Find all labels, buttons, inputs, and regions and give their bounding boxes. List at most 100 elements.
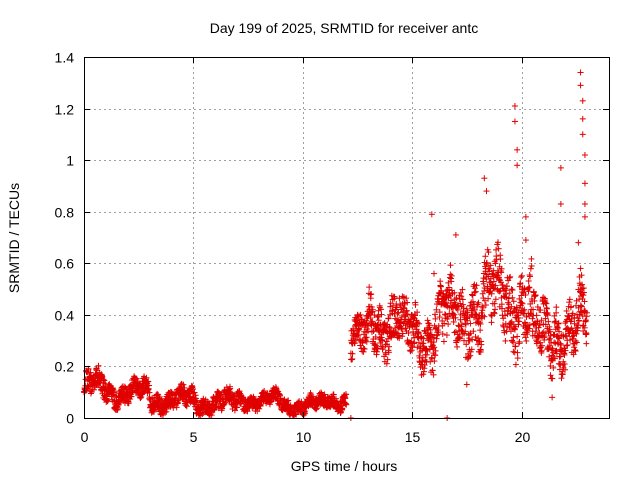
data-point [460,301,467,308]
data-point [542,321,549,328]
data-point [479,290,486,297]
data-point [411,339,418,346]
data-point [457,335,464,342]
data-point [458,293,465,300]
data-point [566,296,573,303]
data-point [543,310,550,317]
data-point [515,321,522,328]
data-point [431,344,438,351]
data-point [455,322,462,329]
data-point [482,253,489,260]
data-point [523,338,530,345]
chart-title: Day 199 of 2025, SRMTID for receiver ant… [210,20,478,36]
data-point [115,401,122,408]
data-point [163,405,170,412]
data-point [475,335,482,342]
data-point [393,329,400,336]
data-point [571,314,578,321]
data-point [163,408,170,415]
x-tick-label: 10 [296,429,312,445]
data-point [510,348,517,355]
data-point [531,293,538,300]
data-point [534,318,541,325]
y-tick-label: 0.4 [55,308,75,324]
data-point [472,333,479,340]
data-point [111,389,118,396]
data-point [481,175,488,182]
data-point [488,290,495,297]
data-point [458,321,465,328]
data-point [386,343,393,350]
data-point [457,300,464,307]
data-point [503,287,510,294]
data-point [374,345,381,352]
data-point [566,312,573,319]
data-point [547,328,554,335]
plot-frame [84,57,610,419]
data-point [491,285,498,292]
data-point [441,320,448,327]
data-point [414,319,421,326]
data-point [532,292,539,299]
data-point [393,304,400,311]
data-point [404,311,411,318]
data-point [514,349,521,356]
data-point [363,338,370,345]
data-point [383,360,390,367]
data-point [421,362,428,369]
data-point [379,336,386,343]
data-point [463,341,470,348]
data-point [559,371,566,378]
data-point [498,265,505,272]
data-point [460,305,467,312]
data-point [512,361,519,368]
data-point [414,344,421,351]
data-point [469,336,476,343]
data-point [487,262,494,269]
data-point [128,393,135,400]
data-point [343,401,350,408]
data-point [433,306,440,313]
data-point [541,333,548,340]
data-point [390,302,397,309]
data-point [508,318,515,325]
data-point [407,348,414,355]
y-tick-label: 0.8 [55,205,75,221]
data-point [487,288,494,295]
data-point [398,326,405,333]
data-point [575,317,582,324]
data-point [473,311,480,318]
data-point [506,274,513,281]
data-point [414,309,421,316]
data-point [463,305,470,312]
data-point [355,331,362,338]
data-point [557,200,564,207]
y-tick-label: 0.2 [55,359,75,375]
data-point [492,260,499,267]
data-point [514,312,521,319]
data-point [492,306,499,313]
data-point [459,296,466,303]
data-point [448,272,455,279]
data-point [481,297,488,304]
data-point [371,312,378,319]
data-point [511,118,518,125]
data-point [577,82,584,89]
data-point [480,280,487,287]
data-point [378,311,385,318]
data-point [483,259,490,266]
data-point [557,164,564,171]
data-point [480,295,487,302]
data-point [514,333,521,340]
data-point [481,287,488,294]
data-point [466,337,473,344]
data-point [412,301,419,308]
data-point [510,334,517,341]
data-point [429,367,436,374]
data-point [547,332,554,339]
data-point [519,300,526,307]
data-point [457,311,464,318]
data-point [522,213,529,220]
data-point [378,343,385,350]
data-point [538,317,545,324]
